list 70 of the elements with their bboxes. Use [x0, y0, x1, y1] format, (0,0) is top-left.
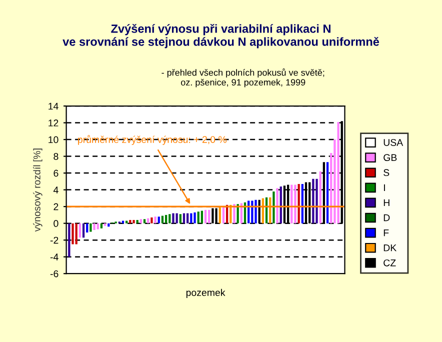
legend-label: USA: [384, 139, 404, 146]
bar: [158, 216, 160, 224]
y-tick-label: -4: [50, 254, 58, 260]
bar: [147, 218, 150, 224]
y-axis-title: výnosový rozdíl [%]: [33, 148, 42, 232]
bar: [132, 220, 135, 224]
bar: [208, 210, 210, 224]
bar: [90, 223, 92, 232]
bar: [254, 200, 257, 224]
y-tick-label: 0: [54, 220, 58, 227]
bar: [190, 213, 192, 224]
legend-label: H: [384, 199, 390, 206]
bar: [176, 213, 178, 224]
bar: [204, 210, 207, 224]
bar: [312, 178, 314, 224]
bar: [294, 184, 296, 224]
bar: [272, 191, 275, 224]
legend-label: CZ: [384, 259, 396, 266]
legend-label: F: [384, 229, 389, 236]
y-tick-label: -2: [50, 236, 58, 244]
y-tick-label: 8: [54, 153, 58, 160]
x-axis-title: pozemek: [186, 288, 226, 298]
bar: [122, 220, 124, 224]
legend-label: S: [384, 169, 390, 176]
annotation: průměrné zvýšení výnosu: + 2,0 %: [78, 135, 227, 145]
chart-subtitle: - přehled všech polních pokusů ve světě; oz. pšenice, 91 pozemek, 1999: [162, 68, 324, 88]
legend-label: D: [384, 214, 390, 222]
y-tick-label: 10: [48, 136, 58, 144]
bar: [218, 207, 221, 224]
y-tick-label: 6: [54, 170, 58, 177]
chart-title: Zvýšení výnosu při variabilní aplikaci N ve srovnání se stejnou dávkou N aplikovanou uniformně: [62, 24, 380, 48]
bar: [164, 214, 168, 224]
bar: [186, 213, 189, 224]
bar: [200, 210, 204, 224]
bar: [161, 216, 164, 224]
bar: [172, 213, 174, 224]
bar: [251, 200, 254, 224]
legend-label: GB: [384, 154, 397, 162]
bar: [197, 212, 200, 224]
legend-label: DK: [384, 244, 397, 252]
bar: [75, 223, 78, 244]
bar: [316, 178, 318, 224]
bar: [194, 212, 196, 224]
bar: [337, 122, 340, 224]
bar: [126, 220, 128, 224]
bar: [143, 219, 146, 224]
y-tick-label: 14: [48, 102, 58, 110]
y-tick-label: 4: [53, 186, 58, 194]
bar: [86, 223, 88, 233]
bar: [168, 214, 171, 224]
bar: [276, 188, 278, 224]
bar: [104, 223, 106, 226]
y-tick-label: 2: [54, 203, 58, 210]
bar: [140, 219, 142, 224]
bar: [72, 223, 74, 244]
bar: [179, 214, 182, 224]
y-tick-label: -6: [50, 270, 58, 278]
bar: [100, 223, 103, 228]
bar: [78, 223, 82, 238]
y-tick-label: 12: [48, 120, 58, 126]
bar: [129, 220, 132, 224]
bar: [182, 213, 186, 224]
bar: [136, 220, 138, 224]
bar: [326, 162, 329, 224]
bar: [82, 223, 85, 238]
bar: [93, 223, 96, 230]
legend-label: I: [384, 184, 385, 192]
bar: [68, 223, 70, 257]
bar: [154, 216, 156, 224]
bar: [150, 217, 153, 224]
